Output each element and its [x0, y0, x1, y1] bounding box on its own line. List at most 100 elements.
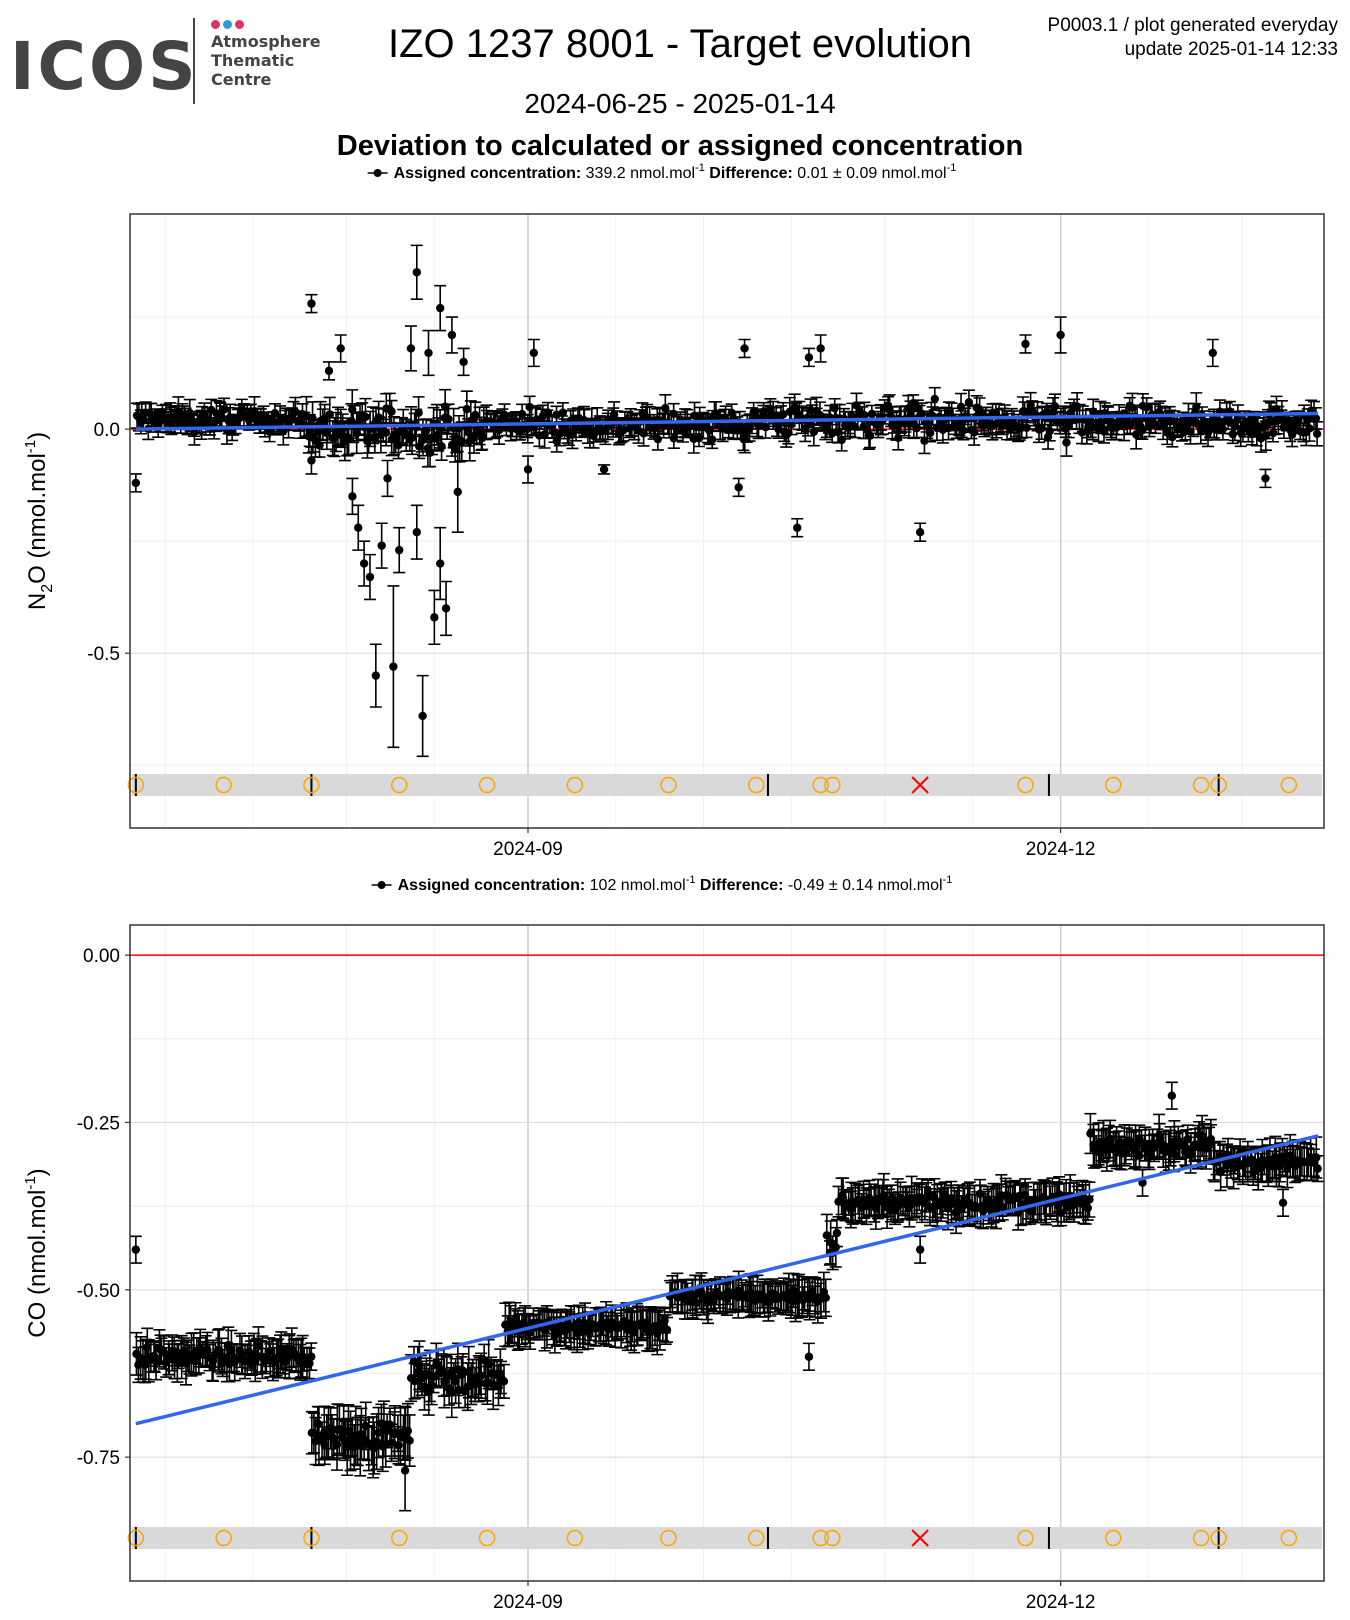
data-point [1042, 407, 1052, 416]
event-circle [1210, 1529, 1227, 1547]
data-point [424, 1387, 433, 1396]
data-point [414, 408, 423, 417]
data-point [915, 1245, 925, 1254]
data-point [816, 344, 825, 353]
event-circle [1192, 1529, 1210, 1547]
event-circle [303, 776, 320, 794]
trend-line [135, 1134, 1319, 1426]
data-point [377, 541, 386, 550]
data-point [265, 427, 274, 437]
data-point [359, 559, 369, 568]
data-point [821, 1293, 830, 1303]
data-point [499, 1377, 509, 1386]
data-point [964, 398, 974, 407]
data-point [1045, 427, 1054, 436]
data-point [336, 344, 345, 353]
event-circle [127, 776, 145, 794]
data-point [348, 492, 357, 501]
data-point [1022, 423, 1031, 432]
page-title: IZO 1237 8001 - Target evolution [387, 22, 973, 66]
data-point [219, 405, 229, 414]
data-point [354, 523, 363, 532]
data-point [956, 402, 966, 412]
data-point [793, 523, 802, 532]
logo-dot-pink [211, 20, 220, 29]
x-tick-label: 2024-09 [493, 839, 563, 860]
logo-line-2: Thematic [211, 51, 295, 70]
data-point [459, 357, 468, 367]
logo-dot-blue [223, 20, 232, 29]
data-point [361, 412, 370, 422]
data-point [1054, 1190, 1064, 1199]
event-cross [911, 776, 929, 794]
data-point [436, 303, 445, 313]
data-point [1186, 427, 1195, 436]
data-point [1021, 339, 1030, 349]
data-point [1142, 403, 1151, 412]
data-point [1228, 429, 1237, 439]
data-point [1312, 429, 1322, 439]
data-point [453, 487, 462, 497]
event-cross [911, 1529, 929, 1547]
data-point [915, 528, 925, 537]
data-point [740, 344, 749, 353]
data-point [1131, 1144, 1141, 1154]
data-point [462, 404, 472, 414]
data-point [734, 483, 743, 492]
data-point [1105, 1134, 1115, 1144]
event-circle [748, 776, 765, 794]
chart-panel-co: 0.00 -0.25 -0.50 -0.75 2024-09 2024-12 CO (nmo… [22, 874, 1325, 1613]
legend: Assigned concentration: 339.2 nmol.mol-1… [394, 162, 957, 182]
data-point [711, 410, 721, 419]
data-point [1099, 425, 1109, 434]
y-tick-label: 0.00 [83, 946, 120, 967]
meta-line-1: P0003.1 / plot generated everyday [1047, 15, 1338, 36]
data-point [430, 613, 439, 622]
data-point [437, 442, 446, 451]
event-circle [566, 776, 584, 794]
data-point [523, 465, 533, 474]
event-circle [1280, 1529, 1298, 1547]
logo-dots [211, 16, 247, 34]
event-circle [748, 1529, 765, 1547]
data-point [410, 1376, 419, 1386]
event-circle [127, 1529, 145, 1547]
event-circle [824, 1529, 841, 1547]
data-point [804, 1352, 814, 1361]
data-point [1132, 430, 1141, 439]
event-circle [1017, 776, 1034, 794]
event-circle [1105, 776, 1122, 794]
data-point [662, 1325, 672, 1335]
y-tick-label: -0.50 [77, 1281, 120, 1302]
data-point [837, 435, 846, 445]
data-point [692, 1298, 701, 1308]
data-point [478, 433, 487, 443]
logo-line-3: Centre [211, 70, 272, 89]
data-point [1151, 420, 1160, 429]
event-circle [390, 1529, 408, 1547]
data-point [383, 474, 392, 483]
data-point [307, 1352, 316, 1361]
logo-dot-pink-2 [235, 20, 244, 29]
logo-divider [193, 18, 195, 104]
data-point [436, 559, 445, 568]
data-point [515, 427, 525, 436]
event-circle [215, 776, 232, 794]
y-tick-label: -0.5 [87, 644, 120, 665]
y-tick-label: -0.25 [77, 1113, 120, 1134]
event-circle [566, 1529, 584, 1547]
event-circle [660, 776, 677, 794]
data-point [609, 410, 619, 419]
data-point [173, 1358, 182, 1368]
event-circle [1192, 776, 1210, 794]
event-circle [215, 1529, 232, 1547]
data-point [779, 410, 788, 419]
event-band [131, 774, 1323, 796]
chart-subtitle: Deviation to calculated or assigned conc… [336, 130, 1024, 162]
event-circle [824, 776, 841, 794]
data-point [1056, 330, 1065, 340]
data-point [324, 366, 334, 376]
icos-logo: ICOS Atmosphere Thematic Centre [10, 14, 330, 105]
data-point [930, 394, 940, 404]
